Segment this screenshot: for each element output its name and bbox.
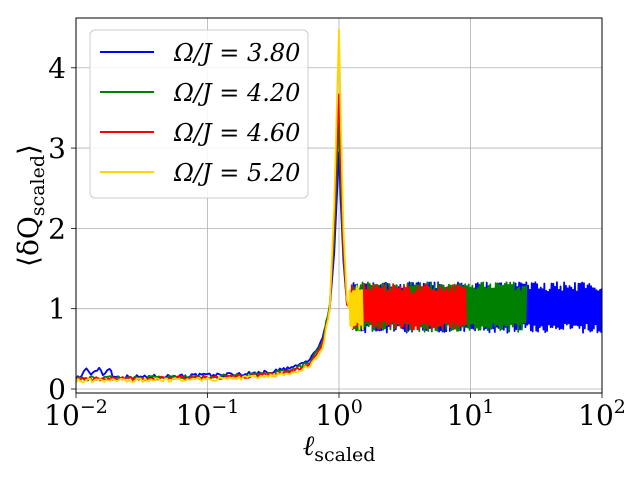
x-tick-base: 10 <box>44 399 80 432</box>
y-tick-label: 1 <box>48 293 66 326</box>
y-axis-label-open: ⟨δQ <box>12 216 45 267</box>
x-axis-label-sub: scaled <box>314 444 375 466</box>
legend-label: Ω/J = 5.20 <box>173 159 300 187</box>
x-tick-label: 101 <box>447 396 495 432</box>
y-tick-label: 2 <box>48 212 66 245</box>
x-tick-label: 10−2 <box>44 396 108 432</box>
series-line <box>76 28 364 384</box>
series-path <box>76 28 364 384</box>
y-tick-label: 3 <box>48 132 66 165</box>
legend-entry: Ω/J = 5.20 <box>100 159 300 187</box>
legend-label: Ω/J = 4.20 <box>173 79 300 107</box>
x-tick-base: 10 <box>176 399 212 432</box>
x-tick-exponent: −2 <box>80 396 108 418</box>
x-tick-base: 10 <box>447 399 483 432</box>
x-tick-exponent: 2 <box>614 396 626 418</box>
x-axis-label: ℓscaled <box>303 429 376 466</box>
legend-box <box>89 29 309 199</box>
x-tick-base: 10 <box>315 399 351 432</box>
legend-entry: Ω/J = 4.20 <box>100 79 300 107</box>
legend: Ω/J = 3.80 Ω/J = 4.20 Ω/J = 4.60 Ω/J = 5.20 <box>89 29 309 199</box>
axis-label-layer: ℓscaled⟨δQscaled⟩ <box>12 144 375 466</box>
legend-label: Ω/J = 4.60 <box>173 119 300 147</box>
legend-entry: Ω/J = 4.60 <box>100 119 300 147</box>
series-layer <box>76 28 602 384</box>
x-axis-label-main: ℓ <box>303 429 315 462</box>
x-tick-base: 10 <box>578 399 614 432</box>
y-axis-label-sub: scaled <box>27 155 49 216</box>
x-tick-exponent: 1 <box>482 396 494 418</box>
legend-entry: Ω/J = 3.80 <box>100 39 300 67</box>
x-tick-label: 102 <box>578 396 626 432</box>
y-tick-label: 0 <box>48 373 66 406</box>
x-tick-label: 10−1 <box>176 396 240 432</box>
legend-label: Ω/J = 3.80 <box>173 39 300 67</box>
x-tick-label: 100 <box>315 396 363 432</box>
x-tick-exponent: 0 <box>351 396 363 418</box>
x-tick-exponent: −1 <box>211 396 239 418</box>
y-tick-label: 4 <box>48 52 66 85</box>
y-axis-label-close: ⟩ <box>12 144 45 155</box>
y-axis-label: ⟨δQscaled⟩ <box>12 144 49 267</box>
